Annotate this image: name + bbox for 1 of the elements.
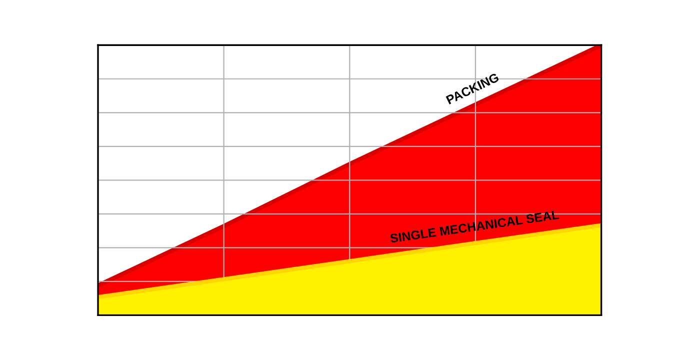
text: SINGLE MECHANICAL SEAL [390,210,560,243]
